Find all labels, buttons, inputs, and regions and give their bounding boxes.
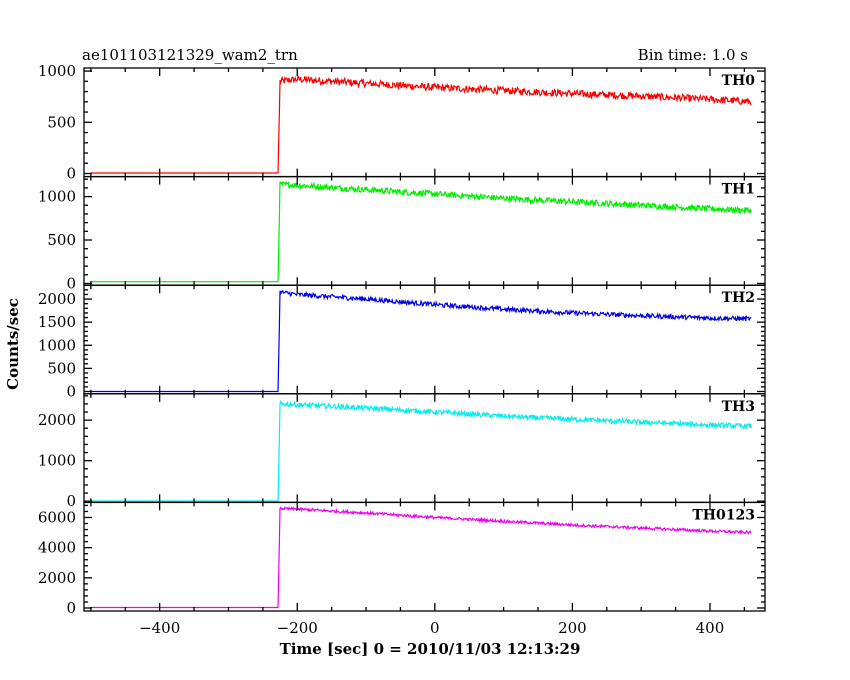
- y-tick-label: 4000: [38, 539, 76, 557]
- panel-frame-th0123: [83, 501, 766, 612]
- y-tick-label: 2000: [38, 411, 76, 429]
- y-tick-label: 0: [66, 382, 76, 400]
- y-tick-label: 500: [47, 113, 76, 131]
- panel-frame-th2: [83, 284, 766, 395]
- x-tick-label: −200: [277, 619, 318, 637]
- y-tick-label: 6000: [38, 508, 76, 526]
- panel-label-th2: TH2: [722, 290, 755, 306]
- x-tick-label: −400: [139, 619, 180, 637]
- series-line-th3: [90, 399, 752, 502]
- y-tick-label: 500: [47, 231, 76, 249]
- chart-title: ae101103121329_wam2_trn: [82, 46, 298, 64]
- y-tick-label: 0: [66, 274, 76, 292]
- panel-label-th3: TH3: [722, 399, 755, 415]
- series-line-th2: [90, 289, 752, 393]
- y-tick-label: 2000: [38, 569, 76, 587]
- y-tick-label: 1000: [38, 188, 76, 206]
- y-tick-label: 0: [66, 165, 76, 183]
- y-tick-label: 1000: [38, 336, 76, 354]
- x-tick-label: 200: [558, 619, 587, 637]
- panel-label-th1: TH1: [722, 182, 755, 198]
- x-tick-label: 400: [696, 619, 725, 637]
- x-tick-label: 0: [430, 619, 440, 637]
- y-tick-label: 1000: [38, 62, 76, 80]
- bin-time-label: Bin time: 1.0 s: [638, 46, 748, 64]
- x-axis-label: Time [sec] 0 = 2010/11/03 12:13:29: [280, 640, 581, 658]
- y-tick-label: 2000: [38, 290, 76, 308]
- y-tick-label: 0: [66, 492, 76, 510]
- y-axis-label: Counts/sec: [4, 298, 22, 390]
- y-tick-label: 1500: [38, 313, 76, 331]
- panel-label-th0123: TH0123: [692, 507, 755, 523]
- series-line-th0: [90, 75, 752, 174]
- series-line-th1: [90, 180, 752, 283]
- series-line-th0123: [90, 506, 752, 609]
- y-tick-label: 1000: [38, 452, 76, 470]
- panel-label-th0: TH0: [722, 73, 756, 89]
- y-tick-label: 500: [47, 359, 76, 377]
- y-tick-label: 0: [66, 599, 76, 617]
